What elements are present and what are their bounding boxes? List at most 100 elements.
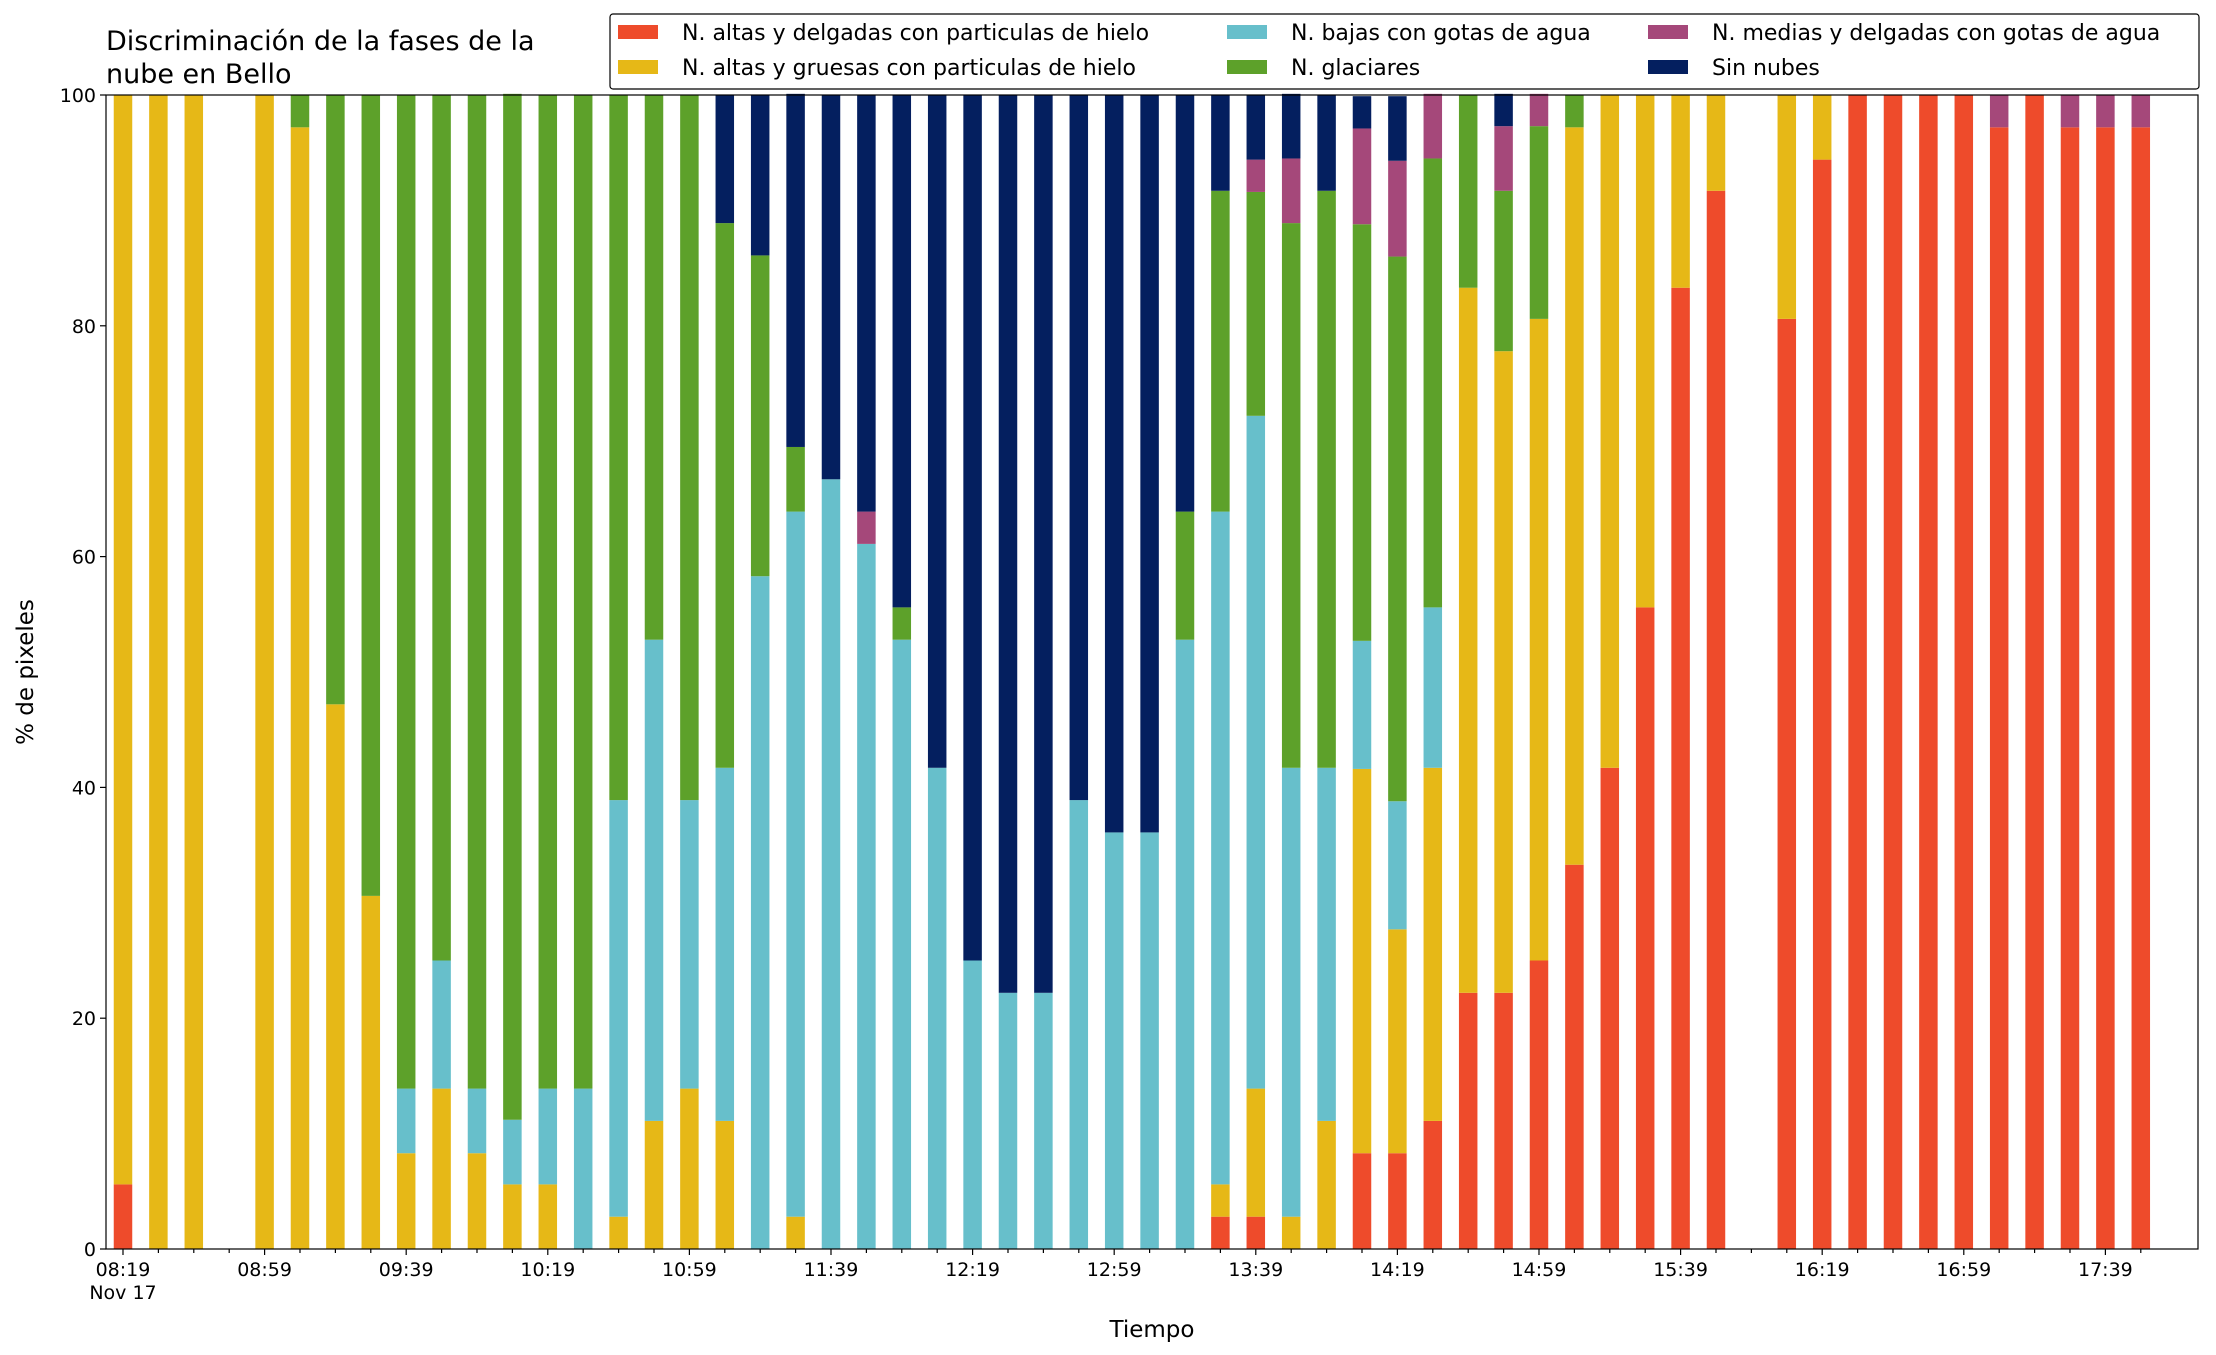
x-tick-label: 09:39 bbox=[379, 1259, 434, 1281]
bar-segment bbox=[573, 1088, 593, 1249]
x-tick-label: 10:59 bbox=[662, 1259, 717, 1281]
bar-segment bbox=[573, 95, 593, 1089]
bar-segment bbox=[290, 127, 310, 1249]
legend-label: N. glaciares bbox=[1291, 56, 1420, 81]
bar-segment bbox=[1635, 607, 1655, 1249]
bar-segment bbox=[786, 511, 805, 1217]
bar-segment bbox=[1600, 95, 1620, 768]
bar-segment bbox=[1388, 256, 1407, 802]
bar-segment bbox=[1281, 767, 1301, 1217]
bar-segment bbox=[857, 543, 876, 1249]
bar-segment bbox=[396, 1153, 416, 1249]
bar-segment bbox=[786, 93, 805, 447]
bar-segment bbox=[184, 95, 204, 1249]
bar-segment bbox=[715, 95, 735, 224]
x-tick-label: 17:39 bbox=[2078, 1259, 2133, 1281]
bar-segment bbox=[1812, 159, 1832, 1249]
bar-segment bbox=[1069, 800, 1089, 1249]
bar-segment bbox=[1388, 1153, 1407, 1249]
bar-segment bbox=[2060, 127, 2080, 1249]
bar-segment bbox=[715, 223, 735, 768]
bar-segment bbox=[149, 95, 168, 1249]
x-tick-label: 10:19 bbox=[520, 1259, 575, 1281]
bar-segment bbox=[892, 607, 912, 640]
bar-segment bbox=[1565, 95, 1584, 128]
x-tick-label: 14:59 bbox=[1512, 1259, 1567, 1281]
bar-segment bbox=[1211, 95, 1230, 191]
bar-segment bbox=[1494, 126, 1513, 191]
bar-segment bbox=[1211, 1216, 1230, 1249]
bar-segment bbox=[1565, 864, 1584, 1249]
y-axis-label: % de pixeles bbox=[13, 599, 39, 745]
bar-segment bbox=[1954, 95, 1974, 1249]
bar-segment bbox=[609, 1216, 628, 1249]
bar-segment bbox=[1423, 93, 1443, 159]
bar-segment bbox=[821, 95, 841, 480]
legend-swatch bbox=[1648, 25, 1688, 39]
chart-title: Discriminación de la fases de la bbox=[106, 26, 535, 57]
bar-segment bbox=[1494, 351, 1513, 993]
bar-segment bbox=[1104, 95, 1124, 833]
bar-segment bbox=[1352, 96, 1372, 129]
y-tick-label: 100 bbox=[60, 85, 96, 107]
bar-segment bbox=[1211, 511, 1230, 1185]
bar-segment bbox=[326, 95, 345, 705]
bar-segment bbox=[1352, 224, 1372, 641]
bar-segment bbox=[113, 1184, 133, 1249]
bar-segment bbox=[1246, 415, 1266, 1089]
bar-segment bbox=[1565, 127, 1584, 865]
bar-segment bbox=[1281, 158, 1301, 224]
bar-segment bbox=[467, 1088, 487, 1154]
bar-segment bbox=[1211, 1184, 1230, 1217]
bar-segment bbox=[644, 1120, 664, 1249]
bar-segment bbox=[396, 1088, 416, 1154]
legend-label: N. medias y delgadas con gotas de agua bbox=[1712, 21, 2160, 46]
bar-segment bbox=[503, 1119, 522, 1185]
bar-segment bbox=[1140, 832, 1159, 1249]
bar-segment bbox=[1494, 190, 1513, 352]
bar-segment bbox=[432, 960, 451, 1089]
bar-segment bbox=[857, 511, 876, 544]
bar-segment bbox=[1706, 190, 1726, 1250]
bar-segment bbox=[1352, 640, 1372, 769]
bar-segment bbox=[857, 95, 876, 512]
bar-segment bbox=[1423, 767, 1443, 1121]
bar-segment bbox=[1777, 318, 1797, 1250]
bar-segment bbox=[467, 95, 487, 1089]
bar-segment bbox=[998, 992, 1018, 1249]
bar-segment bbox=[1706, 95, 1726, 191]
x-tick-label: 13:39 bbox=[1228, 1259, 1283, 1281]
bar-segment bbox=[644, 95, 664, 640]
bar-segment bbox=[609, 95, 628, 801]
legend-label: Sin nubes bbox=[1712, 56, 1820, 81]
bar-segment bbox=[1352, 1153, 1372, 1249]
bar-segment bbox=[680, 95, 699, 801]
bar-segment bbox=[361, 895, 381, 1249]
bar-segment bbox=[1529, 960, 1549, 1249]
bar-segment bbox=[1671, 287, 1690, 1249]
bar-segment bbox=[1069, 95, 1089, 801]
bar-segment bbox=[1317, 95, 1336, 191]
bar-segment bbox=[1388, 160, 1407, 257]
y-tick-label: 0 bbox=[84, 1239, 96, 1261]
bar-segment bbox=[680, 800, 699, 1089]
bar-segment bbox=[1317, 190, 1336, 768]
bar-segment bbox=[750, 95, 770, 256]
bar-segment bbox=[1246, 191, 1266, 416]
bar-segment bbox=[1529, 93, 1549, 127]
bar-segment bbox=[1246, 1088, 1266, 1217]
bar-segment bbox=[1883, 95, 1903, 1249]
bar-segment bbox=[1494, 992, 1513, 1249]
bar-segment bbox=[892, 95, 912, 608]
bar-segment bbox=[1317, 767, 1336, 1121]
y-tick-label: 80 bbox=[72, 316, 96, 338]
bar-segment bbox=[538, 95, 558, 1089]
bar-segment bbox=[1388, 929, 1407, 1154]
bar-segment bbox=[326, 704, 345, 1249]
bar-segment bbox=[361, 95, 381, 896]
x-tick-label: 11:39 bbox=[804, 1259, 859, 1281]
x-tick-label: 12:59 bbox=[1087, 1259, 1142, 1281]
x-tick-label: 08:19 bbox=[96, 1259, 151, 1281]
bar-segment bbox=[1175, 511, 1195, 640]
